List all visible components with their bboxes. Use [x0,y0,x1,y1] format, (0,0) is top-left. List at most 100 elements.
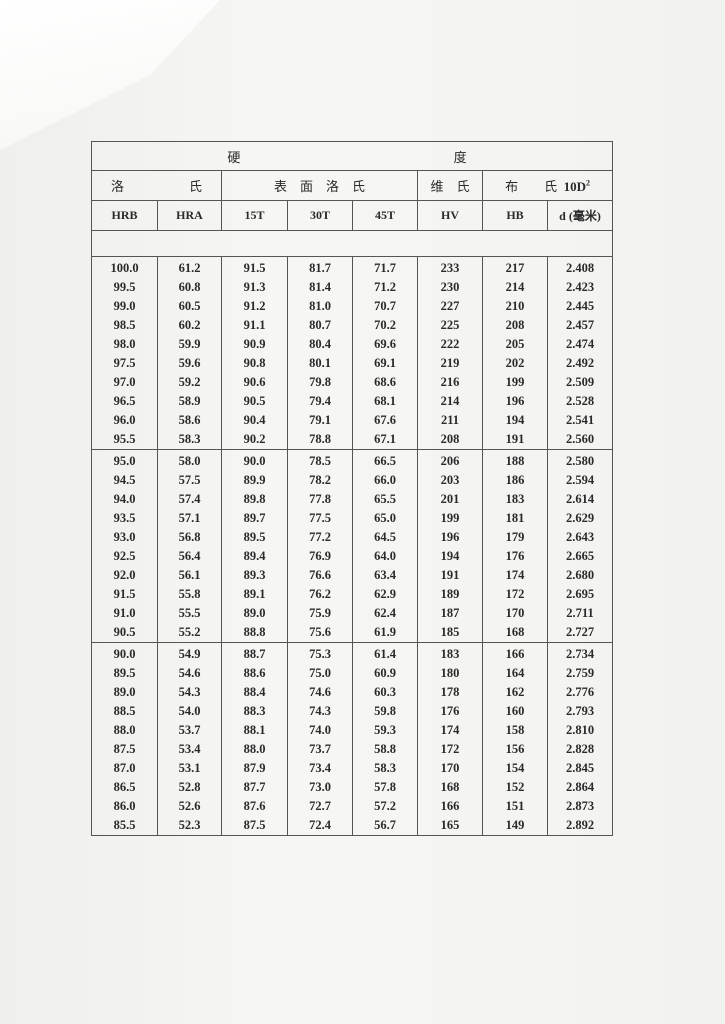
table-row: 95.0 58.0 90.0 78.5 66.5 206 188 2.580 [91,449,614,471]
cell-30t: 78.5 [287,449,353,471]
cell-30t: 77.5 [287,509,353,528]
cell-30t: 80.7 [287,316,353,335]
table-row: 89.0 54.3 88.4 74.6 60.3 178 162 2.776 [91,683,614,702]
cell-hra: 59.6 [157,354,222,373]
cell-45t: 60.9 [352,664,418,683]
cell-45t: 68.1 [352,392,418,411]
cell-hb: 154 [482,759,548,778]
cell-d-mm: 2.492 [546,354,614,373]
cell-15t: 90.2 [221,430,288,450]
cell-hv: 225 [417,316,483,335]
table-row: 97.0 59.2 90.6 79.8 68.6 216 199 2.509 [91,373,614,392]
cell-hra: 53.7 [157,721,222,740]
cell-d-mm: 2.509 [546,373,614,392]
cell-30t: 77.8 [287,490,353,509]
cell-hv: 168 [417,778,483,797]
cell-45t: 61.9 [352,623,418,643]
cell-d-mm: 2.594 [546,471,614,490]
cell-d-mm: 2.776 [546,683,614,702]
cell-hrb: 95.5 [91,430,158,450]
cell-45t: 62.9 [352,585,418,604]
superficial-rockwell-group-header: 表 面 洛 氏 [221,170,418,201]
cell-hv: 219 [417,354,483,373]
cell-30t: 73.4 [287,759,353,778]
cell-hrb: 87.5 [91,740,158,759]
cell-hb: 191 [482,430,548,450]
cell-hb: 152 [482,778,548,797]
cell-hv: 183 [417,642,483,664]
cell-hra: 58.9 [157,392,222,411]
cell-hv: 174 [417,721,483,740]
cell-hrb: 88.5 [91,702,158,721]
table-row: 93.0 56.8 89.5 77.2 64.5 196 179 2.643 [91,528,614,547]
cell-hb: 164 [482,664,548,683]
table-row: 90.5 55.2 88.8 75.6 61.9 185 168 2.727 [91,623,614,643]
cell-30t: 76.9 [287,547,353,566]
cell-hra: 59.9 [157,335,222,354]
cell-45t: 66.5 [352,449,418,471]
cell-45t: 69.1 [352,354,418,373]
cell-hra: 58.6 [157,411,222,430]
cell-45t: 70.2 [352,316,418,335]
cell-hb: 170 [482,604,548,623]
cell-hra: 61.2 [157,256,222,278]
table-row: 85.5 52.3 87.5 72.4 56.7 165 149 2.892 [91,816,614,836]
cell-15t: 89.3 [221,566,288,585]
row-group: 100.0 61.2 91.5 81.7 71.7 233 217 2.408 99.5 60.8… [91,256,614,450]
cell-hb: 166 [482,642,548,664]
cell-hra: 53.4 [157,740,222,759]
cell-15t: 90.6 [221,373,288,392]
column-header-45t: 45T [352,200,418,231]
table-row: 99.0 60.5 91.2 81.0 70.7 227 210 2.445 [91,297,614,316]
cell-30t: 75.9 [287,604,353,623]
cell-15t: 88.7 [221,642,288,664]
cell-hv: 191 [417,566,483,585]
cell-d-mm: 2.614 [546,490,614,509]
cell-15t: 89.8 [221,490,288,509]
table-row: 92.0 56.1 89.3 76.6 63.4 191 174 2.680 [91,566,614,585]
cell-30t: 81.4 [287,278,353,297]
cell-45t: 65.0 [352,509,418,528]
column-header-hrb: HRB [91,200,158,231]
column-header-hra: HRA [157,200,222,231]
cell-hra: 60.8 [157,278,222,297]
cell-hrb: 93.0 [91,528,158,547]
table-row: 94.5 57.5 89.9 78.2 66.0 203 186 2.594 [91,471,614,490]
cell-15t: 91.2 [221,297,288,316]
cell-hv: 199 [417,509,483,528]
cell-d-mm: 2.793 [546,702,614,721]
cell-30t: 75.6 [287,623,353,643]
cell-hb: 176 [482,547,548,566]
cell-hra: 55.5 [157,604,222,623]
cell-d-mm: 2.629 [546,509,614,528]
cell-45t: 64.5 [352,528,418,547]
cell-d-mm: 2.560 [546,430,614,450]
cell-d-mm: 2.445 [546,297,614,316]
cell-15t: 87.9 [221,759,288,778]
cell-45t: 58.8 [352,740,418,759]
cell-30t: 76.2 [287,585,353,604]
cell-hv: 185 [417,623,483,643]
cell-hrb: 96.5 [91,392,158,411]
cell-hrb: 86.5 [91,778,158,797]
cell-45t: 57.8 [352,778,418,797]
cell-15t: 89.0 [221,604,288,623]
cell-hb: 162 [482,683,548,702]
cell-hra: 56.8 [157,528,222,547]
table-row: 98.0 59.9 90.9 80.4 69.6 222 205 2.474 [91,335,614,354]
cell-d-mm: 2.665 [546,547,614,566]
table-row: 87.0 53.1 87.9 73.4 58.3 170 154 2.845 [91,759,614,778]
cell-15t: 88.1 [221,721,288,740]
cell-30t: 74.6 [287,683,353,702]
column-header-d-mm: d (毫米) [546,200,614,231]
cell-hv: 166 [417,797,483,816]
cell-hb: 186 [482,471,548,490]
column-header-15t: 15T [221,200,288,231]
table-row: 94.0 57.4 89.8 77.8 65.5 201 183 2.614 [91,490,614,509]
cell-hb: 217 [482,256,548,278]
cell-hb: 188 [482,449,548,471]
cell-30t: 74.0 [287,721,353,740]
table-row: 86.0 52.6 87.6 72.7 57.2 166 151 2.873 [91,797,614,816]
cell-hrb: 92.0 [91,566,158,585]
cell-15t: 88.3 [221,702,288,721]
